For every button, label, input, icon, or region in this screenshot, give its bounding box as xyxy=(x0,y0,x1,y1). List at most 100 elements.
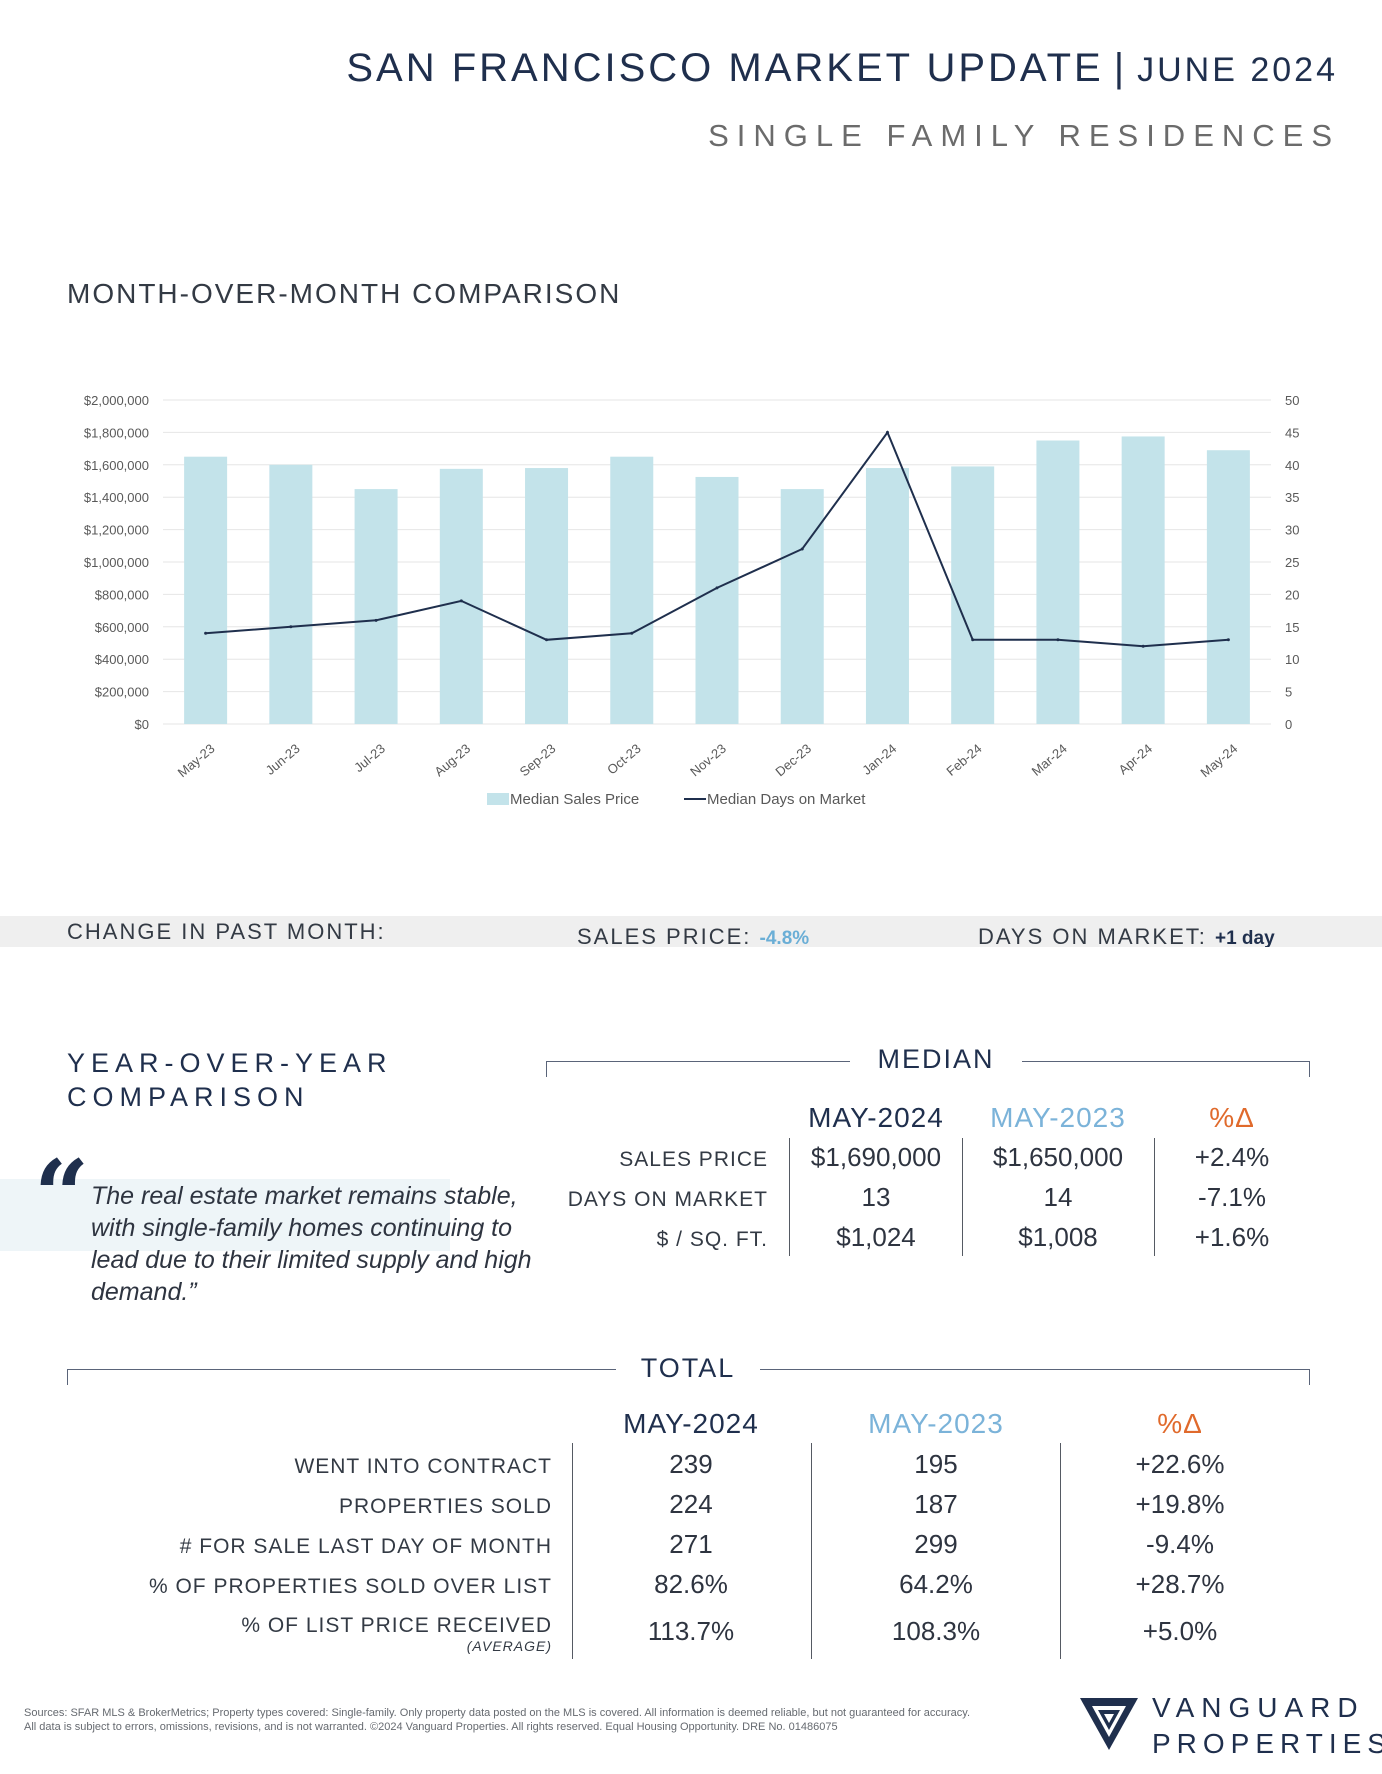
total-row-label: # FOR SALE LAST DAY OF MONTH xyxy=(179,1535,552,1558)
page-title: SAN FRANCISCO MARKET UPDATE | JUNE 2024 xyxy=(0,46,1338,91)
left-tick-label: $1,000,000 xyxy=(84,555,149,570)
median-divider-3 xyxy=(1154,1138,1155,1256)
change-dom-label: DAYS ON MARKET: xyxy=(978,924,1207,947)
x-tick-label: Sep-23 xyxy=(517,741,559,779)
median-bracket-tick-right xyxy=(1309,1061,1310,1077)
title-separator: | xyxy=(1113,46,1128,90)
bar-May-23 xyxy=(184,456,228,724)
left-tick-label: $200,000 xyxy=(95,685,149,700)
total-cell-cur: 239 xyxy=(669,1449,713,1479)
left-tick-label: $800,000 xyxy=(95,587,149,602)
total-cell-prev: 108.3% xyxy=(891,1616,981,1646)
left-tick-label: $1,400,000 xyxy=(84,490,149,505)
total-divider-1 xyxy=(572,1443,573,1659)
bar-Aug-23 xyxy=(439,468,483,724)
total-cell-pct: +22.6% xyxy=(1135,1449,1225,1479)
logo-text-line2: PROPERTIES xyxy=(1152,1728,1382,1759)
line-point-May-23 xyxy=(204,631,208,635)
total-row-label: WENT INTO CONTRACT xyxy=(294,1455,552,1478)
legend-bar-swatch xyxy=(487,793,509,805)
vanguard-logo-icon xyxy=(1080,1698,1138,1750)
mom-heading: MONTH-OVER-MONTH COMPARISON xyxy=(67,278,622,309)
bar-Nov-23 xyxy=(695,476,739,724)
median-divider-2 xyxy=(962,1138,963,1256)
change-sales-price: SALES PRICE: -4.8% xyxy=(577,924,809,947)
page-subtitle: SINGLE FAMILY RESIDENCES xyxy=(708,118,1340,153)
chart-right-axis: 0 5 10 15 20 25 30 35 40 45 50 xyxy=(1285,393,1299,732)
change-bar: CHANGE IN PAST MONTH: SALES PRICE: -4.8%… xyxy=(0,916,1382,947)
right-tick-label: 40 xyxy=(1285,458,1299,473)
median-row-label: $ / SQ. FT. xyxy=(656,1228,768,1251)
title-text: SAN FRANCISCO MARKET UPDATE xyxy=(346,46,1104,90)
x-tick-label: Feb-24 xyxy=(943,741,984,779)
left-tick-label: $1,600,000 xyxy=(84,458,149,473)
change-dom: DAYS ON MARKET: +1 day xyxy=(978,924,1275,947)
bar-Dec-23 xyxy=(780,489,824,724)
median-bracket-tick-left xyxy=(546,1061,547,1077)
left-tick-label: $2,000,000 xyxy=(84,393,149,408)
bar-Jun-23 xyxy=(269,464,313,724)
total-cell-pct: +5.0% xyxy=(1142,1616,1218,1646)
line-point-Nov-23 xyxy=(715,586,719,590)
total-row-label: % OF PROPERTIES SOLD OVER LIST xyxy=(148,1575,552,1598)
line-point-Mar-24 xyxy=(1056,638,1060,642)
bar-Jan-24 xyxy=(865,468,909,724)
median-head-pct: %Δ xyxy=(1209,1102,1255,1133)
total-bracket-tick-left xyxy=(67,1369,68,1385)
right-tick-label: 45 xyxy=(1285,425,1299,440)
total-divider-3 xyxy=(1060,1443,1061,1659)
bar-Jul-23 xyxy=(354,489,398,724)
left-tick-label: $1,200,000 xyxy=(84,523,149,538)
total-bracket-right xyxy=(760,1369,1310,1370)
total-cell-cur: 82.6% xyxy=(654,1569,728,1599)
total-cell-cur: 271 xyxy=(669,1529,713,1559)
line-point-Sep-23 xyxy=(545,638,549,642)
change-dom-value: +1 day xyxy=(1214,928,1275,947)
chart-left-axis: $0 $200,000 $400,000 $600,000 $800,000 $1,000… xyxy=(84,393,149,732)
x-tick-label: Jun-23 xyxy=(263,741,303,778)
total-cell-prev: 187 xyxy=(914,1489,958,1519)
x-tick-label: Mar-24 xyxy=(1029,741,1070,779)
total-row-label: % OF LIST PRICE RECEIVED xyxy=(241,1614,552,1637)
total-cell-cur: 113.7% xyxy=(647,1616,735,1646)
bar-Feb-24 xyxy=(951,466,995,724)
median-bracket-left xyxy=(546,1061,850,1062)
left-tick-label: $400,000 xyxy=(95,652,149,667)
total-cell-cur: 224 xyxy=(669,1489,713,1519)
x-tick-label: Nov-23 xyxy=(687,741,729,779)
bar-Oct-23 xyxy=(610,456,654,724)
right-tick-label: 0 xyxy=(1285,717,1292,732)
mom-chart: $0 $200,000 $400,000 $600,000 $800,000 $1,000… xyxy=(84,393,1300,808)
footer-sources: Sources: SFAR MLS & BrokerMetrics; Prope… xyxy=(24,1707,971,1733)
chart-x-axis: May-23 Jun-23 Jul-23 Aug-23 Sep-23 Oct-23 Nov-… xyxy=(175,741,1241,780)
x-tick-label: May-24 xyxy=(1197,741,1240,780)
line-point-Apr-24 xyxy=(1141,644,1145,648)
quote-mark-icon: “ xyxy=(34,1139,90,1252)
right-tick-label: 5 xyxy=(1285,685,1292,700)
title-date: JUNE 2024 xyxy=(1137,51,1338,89)
right-tick-label: 30 xyxy=(1285,523,1299,538)
line-point-May-24 xyxy=(1226,638,1230,642)
median-cell-cur: $1,024 xyxy=(836,1222,916,1252)
median-label: MEDIAN xyxy=(877,1044,995,1074)
bar-Sep-23 xyxy=(525,468,569,724)
legend-line-label: Median Days on Market xyxy=(707,791,866,808)
x-tick-label: Aug-23 xyxy=(431,741,473,779)
median-bracket-right xyxy=(1022,1061,1310,1062)
legend-bar-label: Median Sales Price xyxy=(510,791,639,808)
x-tick-label: May-23 xyxy=(175,741,218,780)
right-tick-label: 25 xyxy=(1285,555,1299,570)
total-head-pct: %Δ xyxy=(1157,1408,1203,1439)
change-sales-price-label: SALES PRICE: xyxy=(577,924,752,947)
left-tick-label: $0 xyxy=(135,717,149,732)
total-cell-prev: 64.2% xyxy=(899,1569,973,1599)
total-bracket-left xyxy=(67,1369,616,1370)
right-tick-label: 35 xyxy=(1285,490,1299,505)
line-point-Jul-23 xyxy=(374,618,378,622)
total-divider-2 xyxy=(811,1443,812,1659)
median-cell-prev: $1,650,000 xyxy=(992,1142,1124,1172)
median-cell-cur: $1,690,000 xyxy=(810,1142,942,1172)
bar-May-24 xyxy=(1206,450,1250,724)
quote-band xyxy=(0,1179,450,1251)
line-point-Oct-23 xyxy=(630,631,634,635)
